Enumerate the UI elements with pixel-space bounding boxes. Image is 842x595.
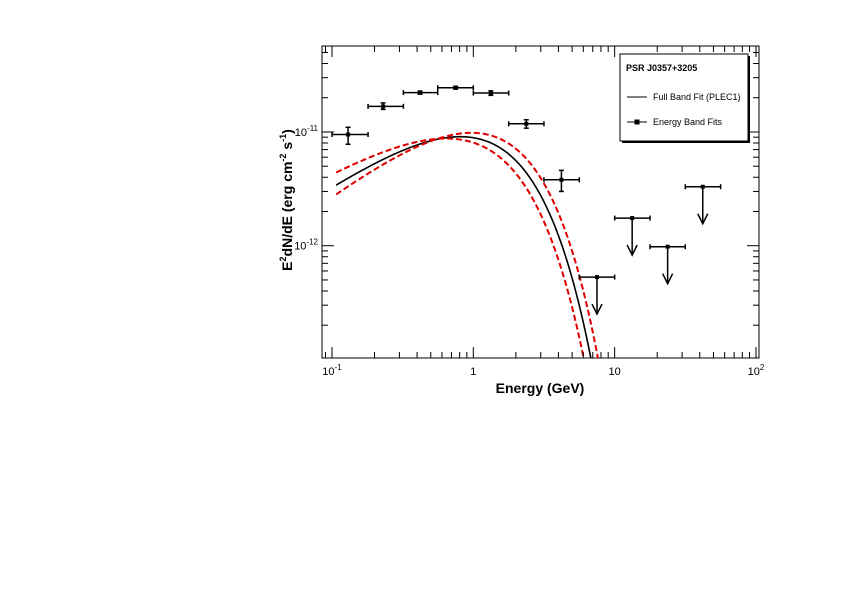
x-tick-label: 102 (748, 363, 765, 378)
x-tick-label-base: 10 (322, 366, 334, 378)
point-marker (524, 121, 529, 126)
data-point (367, 102, 405, 111)
model-fit-curve (335, 135, 592, 358)
data-point (543, 169, 581, 193)
x-tick-label: 1 (470, 366, 476, 378)
y-axis-title: E2dN/dE (erg cm-2 s-1) (278, 129, 295, 271)
data-point (402, 90, 439, 96)
upper-limit (578, 274, 616, 316)
x-axis-title: Energy (GeV) (496, 380, 585, 396)
y-tick-label-base: 10 (294, 241, 306, 253)
data-point (507, 119, 545, 129)
x-tick-label-exponent: -1 (335, 363, 343, 372)
upper-limit (684, 184, 722, 226)
point-marker (559, 177, 564, 182)
x-tick-label-base: 10 (609, 366, 621, 378)
model-band-lower (335, 137, 585, 358)
upper-limit-arrow-head (591, 303, 603, 316)
legend-title: PSR J0357+3205 (626, 63, 697, 73)
data-point (331, 126, 369, 145)
y-tick-label-exponent: -11 (307, 124, 319, 133)
upper-limit (649, 244, 687, 286)
point-marker (488, 91, 493, 96)
legend-marker (634, 119, 640, 125)
point-marker (346, 132, 351, 137)
model-band-upper (335, 131, 599, 358)
x-tick-label: 10 (609, 366, 621, 378)
x-tick-label-base: 1 (470, 366, 476, 378)
data-point (436, 85, 475, 91)
x-tick-label-base: 10 (748, 366, 760, 378)
point-marker (418, 90, 423, 95)
y-tick-label-exponent: -12 (306, 238, 318, 247)
point-marker (381, 104, 386, 109)
legend-entry-label: Energy Band Fits (653, 117, 723, 127)
x-tick-label-exponent: 2 (760, 363, 765, 372)
upper-limit-arrow-head (697, 213, 709, 226)
y-tick-label-base: 10 (295, 127, 307, 139)
data-point (472, 90, 510, 97)
x-tick-label: 10-1 (322, 363, 342, 378)
upper-limit-arrow-head (661, 273, 674, 286)
y-tick-label: 10-12 (294, 238, 318, 253)
legend-entry-label: Full Band Fit (PLEC1) (653, 92, 741, 102)
point-marker (453, 85, 458, 90)
legend: PSR J0357+3205 Full Band Fit (PLEC1) Energ… (619, 53, 750, 143)
data-points (331, 85, 722, 316)
upper-limit (613, 215, 651, 257)
y-tick-label: 10-11 (295, 124, 319, 139)
model-curves (335, 131, 599, 358)
upper-limit-arrow-head (626, 244, 638, 257)
